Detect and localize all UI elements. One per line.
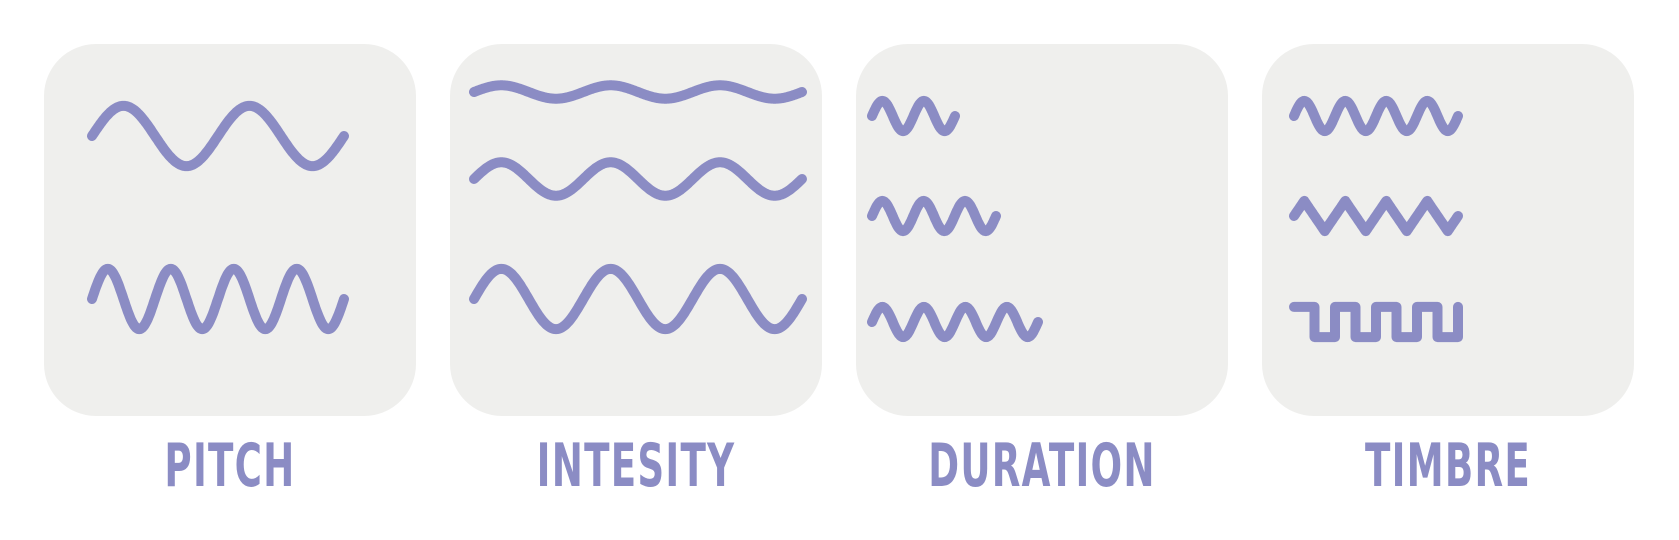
duration-panel <box>856 44 1228 416</box>
timbre-square-wave <box>1289 301 1463 343</box>
timbre-waves <box>1289 95 1463 343</box>
duration-long-wave <box>867 301 1043 343</box>
intensity-label: INTESITY <box>536 431 736 501</box>
timbre-label: TIMBRE <box>1364 431 1532 501</box>
pitch-low-frequency-wave <box>87 100 349 172</box>
duration-short-wave <box>867 95 960 137</box>
pitch-label: PITCH <box>164 431 296 501</box>
duration-waves <box>867 95 1043 343</box>
duration-medium-wave <box>867 195 1001 237</box>
intensity-waves <box>469 80 807 335</box>
timbre-panel <box>1262 44 1634 416</box>
pitch-waves <box>87 100 349 335</box>
pitch-panel <box>44 44 416 416</box>
intensity-small-amplitude-wave <box>469 80 807 104</box>
pitch-high-frequency-wave <box>87 263 349 335</box>
intensity-large-amplitude-wave <box>469 263 807 335</box>
intensity-panel <box>450 44 822 416</box>
timbre-triangle-wave <box>1289 195 1463 237</box>
duration-label: DURATION <box>928 431 1156 501</box>
timbre-sine-wave <box>1289 95 1463 137</box>
intensity-medium-amplitude-wave <box>469 157 807 201</box>
